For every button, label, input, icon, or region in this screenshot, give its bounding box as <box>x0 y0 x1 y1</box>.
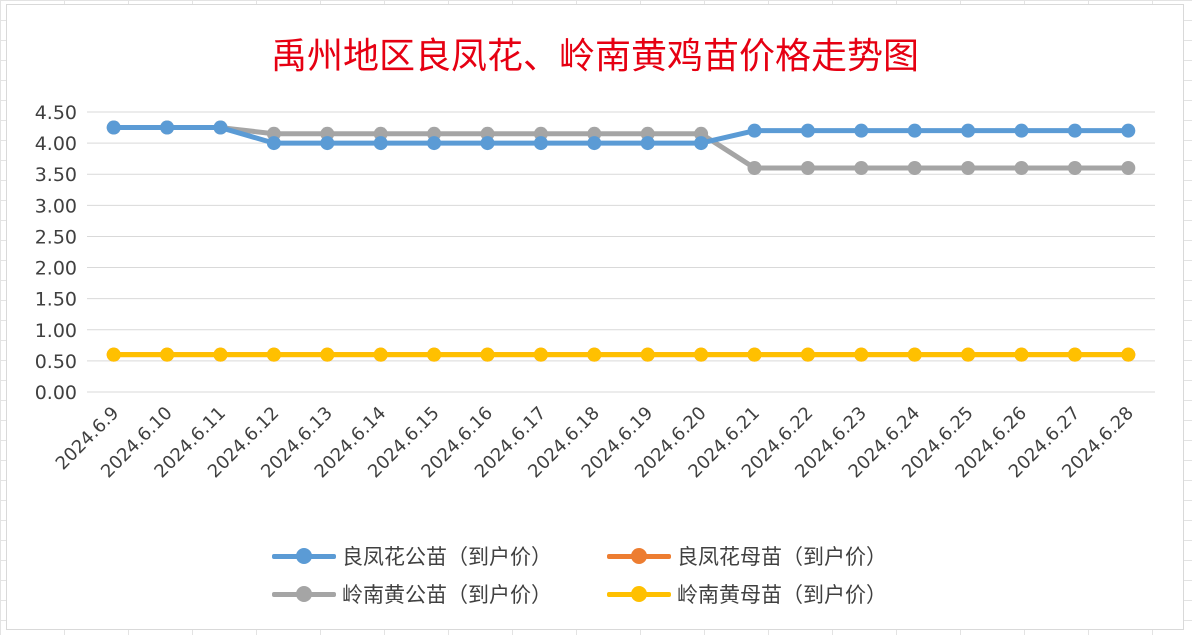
data-point-s1-10 <box>640 136 655 151</box>
legend-label-series-3: 岭南黄公苗（到户价） <box>342 583 552 607</box>
data-point-s1-1 <box>160 120 175 135</box>
data-point-s4-2 <box>213 347 228 362</box>
legend-marker-series-4 <box>607 579 671 609</box>
legend-item-series-4: 岭南黄母苗（到户价） <box>607 579 887 609</box>
data-point-s3-19 <box>1121 161 1136 175</box>
y-tick-label-8: 4.00 <box>35 133 77 155</box>
data-point-s1-18 <box>1067 123 1082 138</box>
y-tick-label-3: 1.50 <box>35 289 77 311</box>
data-point-s4-18 <box>1067 347 1082 362</box>
data-point-s1-2 <box>213 120 228 135</box>
data-point-s1-3 <box>266 136 281 151</box>
data-point-s4-19 <box>1121 347 1136 362</box>
data-point-s3-12 <box>747 161 762 175</box>
data-point-s1-6 <box>427 136 442 151</box>
data-point-s4-3 <box>266 347 281 362</box>
data-point-s4-7 <box>480 347 495 362</box>
data-point-s3-17 <box>1014 161 1029 175</box>
data-point-s4-1 <box>160 347 175 362</box>
legend-marker-series-2 <box>607 541 671 571</box>
data-point-s4-10 <box>640 347 655 362</box>
line-chart-plot: 0.00 0.50 1.00 1.50 2.00 2.50 3.00 3.50 4.00 4.50… <box>35 102 1155 482</box>
y-tick-label-4: 2.00 <box>35 258 77 280</box>
data-point-s1-15 <box>907 123 922 138</box>
y-tick-label-9: 4.50 <box>35 102 77 124</box>
y-tick-label-0: 0.00 <box>35 382 77 404</box>
legend-marker-series-1 <box>272 541 336 571</box>
data-point-s1-13 <box>800 123 815 138</box>
legend-item-series-3: 岭南黄公苗（到户价） <box>272 579 552 609</box>
y-tick-label-1: 0.50 <box>35 351 77 373</box>
data-point-s3-14 <box>854 161 869 175</box>
series-line-3 <box>111 125 1131 171</box>
data-point-s3-15 <box>907 161 922 175</box>
data-point-s3-13 <box>800 161 815 175</box>
data-point-s1-5 <box>373 136 388 151</box>
legend-item-series-2: 良凤花母苗（到户价） <box>607 541 887 571</box>
y-tick-label-2: 1.00 <box>35 320 77 342</box>
data-point-s4-4 <box>320 347 335 362</box>
legend-marker-series-3 <box>272 579 336 609</box>
data-point-s4-8 <box>533 347 548 362</box>
data-point-s4-9 <box>587 347 602 362</box>
data-point-s4-14 <box>854 347 869 362</box>
data-point-s3-18 <box>1067 161 1082 175</box>
y-tick-label-6: 3.00 <box>35 195 77 217</box>
series-line-1 <box>111 125 1131 146</box>
legend-label-series-4: 岭南黄母苗（到户价） <box>677 583 887 607</box>
data-point-s1-9 <box>587 136 602 151</box>
chart-title: 禹州地区良凤花、岭南黄鸡苗价格走势图 <box>270 36 919 77</box>
data-point-s1-17 <box>1014 123 1029 138</box>
data-point-s1-12 <box>747 123 762 138</box>
legend-label-series-2: 良凤花母苗（到户价） <box>677 545 887 569</box>
data-point-s1-0 <box>106 120 121 135</box>
y-tick-label-7: 3.50 <box>35 164 77 186</box>
chart-area[interactable]: 禹州地区良凤花、岭南黄鸡苗价格走势图 0.00 0.50 1.00 1.50 2.00 2… <box>6 4 1184 630</box>
data-point-s4-16 <box>961 347 976 362</box>
legend-item-series-1: 良凤花公苗（到户价） <box>272 541 552 571</box>
data-point-s4-6 <box>427 347 442 362</box>
data-point-s1-7 <box>480 136 495 151</box>
data-point-s1-11 <box>694 136 709 151</box>
data-point-s4-11 <box>694 347 709 362</box>
data-point-s1-14 <box>854 123 869 138</box>
legend-label-series-1: 良凤花公苗（到户价） <box>342 545 552 569</box>
data-point-s4-0 <box>106 347 121 362</box>
data-point-s4-13 <box>800 347 815 362</box>
data-point-s3-16 <box>961 161 976 175</box>
data-point-s4-15 <box>907 347 922 362</box>
y-tick-label-5: 2.50 <box>35 226 77 248</box>
data-point-s1-16 <box>961 123 976 138</box>
data-point-s4-17 <box>1014 347 1029 362</box>
data-point-s1-4 <box>320 136 335 151</box>
data-point-s1-8 <box>533 136 548 151</box>
data-point-s4-5 <box>373 347 388 362</box>
data-point-s1-19 <box>1121 123 1136 138</box>
data-point-s4-12 <box>747 347 762 362</box>
